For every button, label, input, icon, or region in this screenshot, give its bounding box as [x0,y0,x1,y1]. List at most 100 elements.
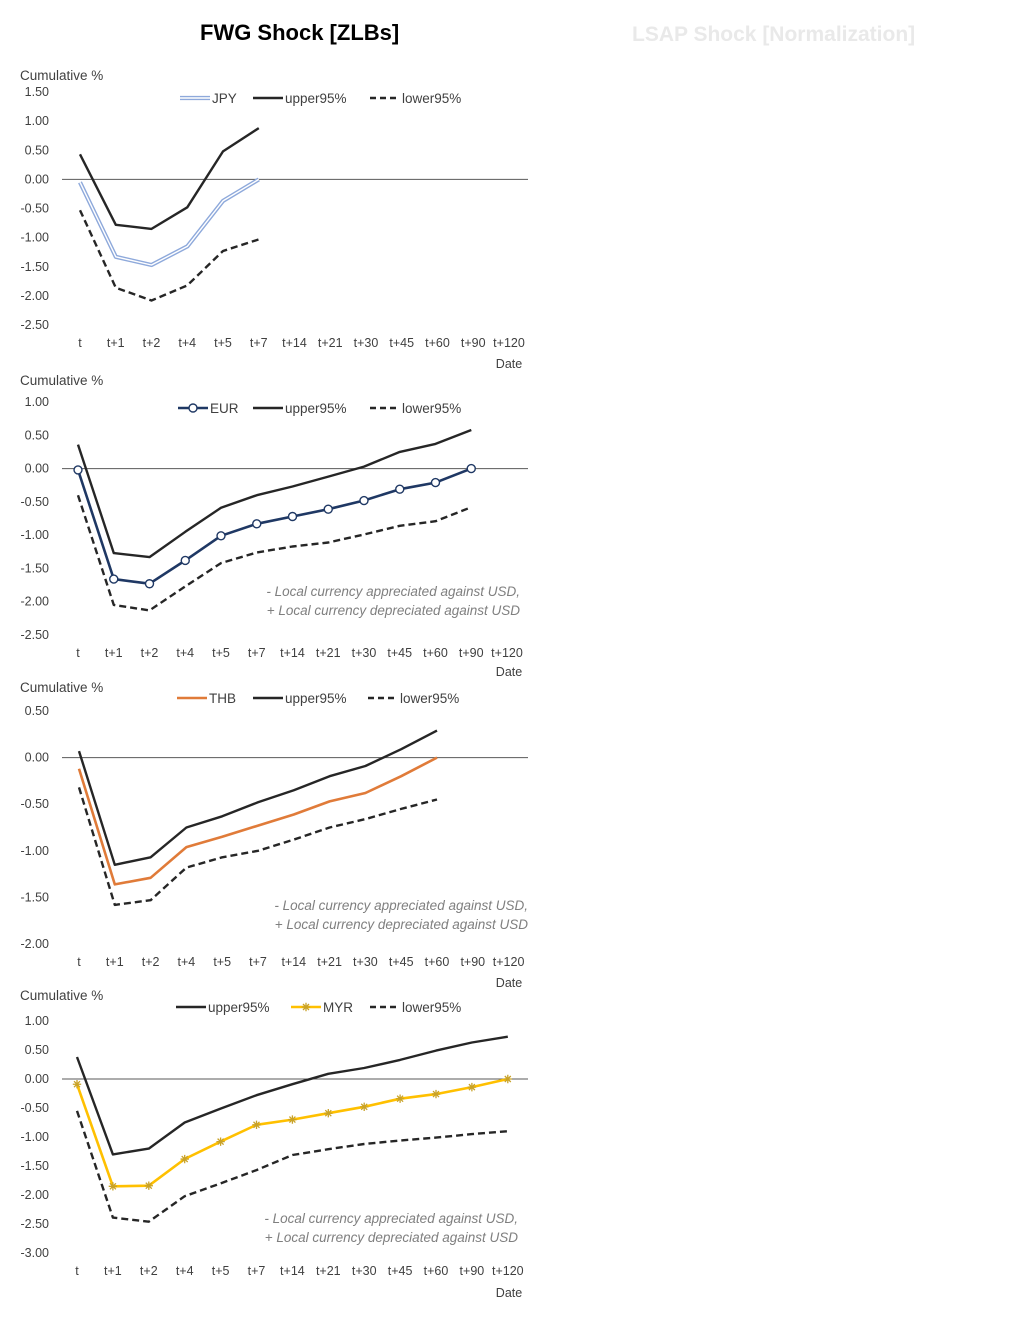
x-tick-label: t+60 [425,955,450,969]
legend-label: EUR [210,401,239,416]
data-point [360,1102,369,1112]
x-tick-label: t+7 [249,955,267,969]
data-point [359,495,369,506]
data-point [430,477,441,488]
data-point [466,463,476,474]
legend-label: THB [209,691,236,706]
data-point [216,1137,225,1146]
x-tick-label: t+45 [388,1264,413,1278]
y-tick-label: 0.00 [25,462,49,476]
legend-label: upper95% [285,91,347,106]
annotation-note: + Local currency depreciated against USD [275,917,529,932]
y-tick-label: -2.00 [21,595,50,609]
series-line-thb [77,756,438,886]
x-tick-label: t+7 [248,1264,266,1278]
series-line-lower95 [77,787,438,907]
legend-label: lower95% [402,91,461,106]
x-tick-label: t+30 [354,336,379,350]
x-tick-label: t+2 [143,336,161,350]
x-tick-label: t [75,1264,79,1278]
x-tick-label: t+14 [280,646,305,660]
y-tick-label: 0.00 [25,1072,49,1086]
y-tick-label: -2.00 [21,289,50,303]
x-tick-label: t+90 [459,646,484,660]
data-point [252,519,262,529]
y-tick-label: -1.50 [21,260,50,274]
legend-label: MYR [323,1000,353,1015]
legend-item-thb: THB [177,691,236,706]
series-line-jpy [78,177,260,268]
x-tick-label: t+5 [214,336,232,350]
y-tick-label: -1.00 [21,844,50,858]
x-tick-label: t+1 [104,1264,122,1278]
x-tick-label: t+60 [423,646,448,660]
y-tick-label: -1.50 [21,890,50,904]
y-tick-label: 1.00 [25,1014,49,1028]
y-tick-label: 0.50 [25,428,49,442]
data-point [252,1120,261,1130]
x-tick-label: t+2 [140,1264,158,1278]
legend-item-lower95: lower95% [370,401,461,416]
x-tick-label: t+21 [316,646,341,660]
x-tick-label: t [76,646,80,660]
data-point [395,1094,405,1103]
y-tick-label: -2.50 [21,318,50,332]
data-point [288,1115,297,1124]
legend-marker [188,403,198,413]
y-tick-label: -2.00 [21,937,50,951]
y-tick-label: 1.00 [25,114,49,128]
x-tick-label: t [78,336,82,350]
data-point [287,511,298,522]
x-tick-label: t+14 [280,1264,305,1278]
series-line-upper95 [77,729,438,866]
y-tick-label: -2.50 [21,628,50,642]
legend-label: upper95% [285,401,347,416]
x-tick-label: t+45 [389,955,414,969]
x-tick-label: t+120 [492,1264,524,1278]
legend-item-upper95: upper95% [253,91,347,106]
legend-item-eur: EUR [178,401,239,416]
chart-panel-3: Cumulative % 0.50 0.00 -0.50 -1.00 -1.50 -2.00… [20,680,528,990]
legend-label: lower95% [400,691,459,706]
data-point [395,484,405,494]
annotation-note: - Local currency appreciated against USD… [264,1211,518,1226]
x-tick-label: t+4 [178,955,196,969]
x-tick-label: t+120 [491,646,523,660]
series-line-upper95 [75,1035,508,1156]
annotation-note: - Local currency appreciated against USD… [266,584,520,599]
x-axis-label: Date [496,665,522,679]
y-tick-label: 0.50 [25,1043,49,1057]
x-tick-label: t+60 [425,336,450,350]
y-tick-label: -1.00 [21,528,50,542]
y-tick-label: -1.50 [21,1159,50,1173]
x-tick-label: t+5 [212,1264,230,1278]
x-tick-label: t+30 [352,646,377,660]
series-line-eur [76,467,472,586]
annotation-note: - Local currency appreciated against USD… [274,898,528,913]
chart-title-lsap: LSAP Shock [Normalization] [632,23,916,46]
legend-item-jpy: JPY [180,91,237,106]
data-point [323,504,333,514]
data-point [109,574,119,584]
y-tick-label: -1.50 [21,561,50,575]
x-tick-label: t+21 [317,955,342,969]
series-line-upper95 [78,127,260,231]
x-tick-label: t+30 [352,1264,377,1278]
legend-label: lower95% [402,1000,461,1015]
x-tick-label: t+7 [250,336,268,350]
x-axis-label: Date [496,976,522,990]
data-point [503,1074,512,1084]
series-line-myr [75,1077,509,1188]
x-tick-label: t+7 [248,646,266,660]
x-tick-label: t+90 [460,955,485,969]
data-point [180,555,190,566]
data-point [73,465,83,475]
series-line-upper95 [76,428,472,559]
data-point [324,1109,333,1118]
y-tick-label: -0.50 [21,797,50,811]
x-tick-label: t+4 [178,336,196,350]
y-tick-label: 0.00 [25,172,49,186]
x-tick-label: t+4 [176,646,194,660]
y-tick-label: -0.50 [21,202,50,216]
